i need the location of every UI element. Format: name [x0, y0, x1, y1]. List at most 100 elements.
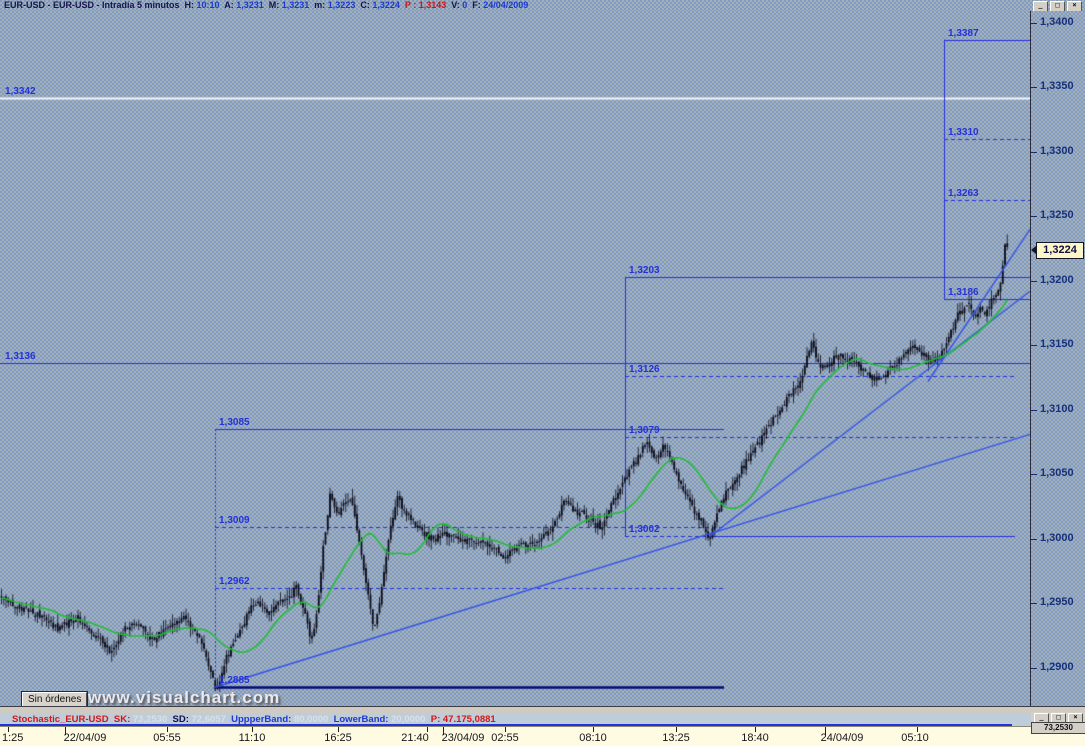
title-segment: A:	[219, 0, 237, 10]
price-level-label: 1,2885	[219, 675, 250, 687]
y-axis-tick	[1031, 409, 1037, 411]
price-level-label: 1,3342	[5, 85, 36, 97]
price-level-label: 1,3079	[629, 424, 660, 436]
y-axis-label: 1,3100	[1040, 402, 1074, 415]
y-axis-label: 1,2950	[1040, 596, 1074, 609]
x-axis-label: 05:55	[153, 732, 181, 744]
title-segment: 1,3143	[418, 0, 447, 10]
stochastic-segment: P:	[425, 714, 443, 725]
price-level-label: 1,3203	[629, 265, 660, 276]
y-axis-tick	[1031, 603, 1037, 605]
y-axis-tick	[1031, 538, 1037, 540]
x-axis-tick	[593, 727, 594, 732]
x-axis-label: 18:40	[741, 732, 769, 744]
x-axis-label: 05:10	[901, 732, 929, 744]
x-axis-label: 11:10	[238, 732, 266, 744]
stochastic-indicator-bar[interactable]: Stochastic_EUR-USD SK: 73,2530 SD: 72,60…	[0, 713, 1085, 726]
stochastic-segment: SD:	[167, 714, 192, 725]
y-axis-label: 1,3050	[1040, 467, 1074, 480]
stochastic-segment: 80,0000	[293, 714, 329, 725]
x-axis-label: 1:25	[2, 732, 24, 744]
stochastic-readout: Stochastic_EUR-USD SK: 73,2530 SD: 72,60…	[12, 714, 496, 725]
title-segment: 1,3231	[281, 0, 310, 10]
x-axis-label: 02:55	[491, 732, 519, 744]
y-axis-tick	[1031, 345, 1037, 347]
y-axis-tick	[1031, 667, 1037, 669]
stochastic-segment: 20,0000	[391, 714, 426, 725]
price-chart-pane[interactable]: Sin órdenes www.visualchart.com 1,3387 1,…	[0, 11, 1030, 706]
x-axis-tick	[8, 727, 9, 732]
price-level-label: 1,3126	[629, 364, 660, 376]
x-axis-tick	[917, 727, 918, 732]
x-axis-label: 22/04/09	[63, 732, 107, 744]
last-price-tag: 1,3224	[1036, 241, 1084, 259]
x-axis-tick	[167, 727, 168, 732]
stochastic-segment: UppperBand:	[225, 714, 294, 725]
title-segment: 10:10	[196, 0, 220, 10]
stochastic-segment: 73,2530	[132, 714, 168, 725]
title-segment: M:	[263, 0, 282, 10]
time-axis[interactable]: 1:25 22/04/09 05:55 11:10 16:25 21:40 23/04/09…	[0, 726, 1085, 746]
visualchart-watermark: www.visualchart.com	[88, 688, 281, 706]
y-axis-tick	[1031, 151, 1037, 153]
no-orders-button[interactable]: Sin órdenes	[20, 691, 89, 706]
x-axis-tick	[443, 727, 444, 735]
y-axis-tick	[1031, 474, 1037, 476]
title-segment: H:	[184, 0, 197, 10]
y-axis-label: 1,3000	[1040, 531, 1074, 544]
stochastic-underline	[0, 724, 1012, 726]
title-bar: EUR-USD - EUR-USD - Intradía 5 minutos H…	[0, 0, 1085, 12]
y-axis-label: 1,3250	[1040, 209, 1074, 222]
y-axis-label: 1,3150	[1040, 338, 1074, 351]
y-axis-label: 1,3400	[1040, 15, 1074, 28]
y-axis-label: 1,3200	[1040, 273, 1074, 286]
title-segment: 1,3223	[327, 0, 356, 10]
price-level-label: 1,3186	[948, 286, 979, 298]
x-axis-tick	[65, 727, 66, 735]
price-level-label: 1,2962	[219, 575, 250, 587]
price-level-label: 1,3387	[948, 27, 979, 39]
x-axis-tick	[755, 727, 756, 732]
x-axis-label: 16:25	[324, 732, 352, 744]
y-axis-tick	[1031, 87, 1037, 89]
stochastic-segment: 72,6057	[191, 714, 226, 725]
last-price-arrow-icon	[1031, 245, 1036, 254]
y-axis-tick	[1031, 22, 1037, 24]
price-level-label: 1,3263	[948, 187, 979, 199]
title-segment: 24/04/2009	[483, 0, 529, 10]
y-axis-label: 1,3300	[1040, 144, 1074, 157]
x-axis-tick	[338, 727, 339, 732]
price-level-label: 1,3136	[5, 351, 36, 363]
x-axis-tick	[252, 727, 253, 732]
price-chart-canvas[interactable]	[0, 11, 1030, 706]
stochastic-segment: Stochastic_EUR-USD SK:	[12, 714, 133, 725]
title-segment: EUR-USD - EUR-USD - Intradía 5 minutos	[4, 0, 185, 10]
price-level-label: 1,3009	[219, 515, 250, 527]
stochastic-segment: LowerBand:	[328, 714, 392, 725]
x-axis-tick	[427, 727, 428, 732]
x-axis-tick	[676, 727, 677, 732]
y-axis-label: 1,3350	[1040, 80, 1074, 93]
x-axis-label: 13:25	[662, 732, 690, 744]
x-axis-label: 24/04/09	[820, 732, 864, 744]
y-axis-tick	[1031, 280, 1037, 282]
x-axis-tick	[825, 727, 826, 735]
price-axis[interactable]: 1,3224 1,3400 1,3350 1,3300 1,3250 1,3200 1,3…	[1030, 11, 1085, 706]
title-segment: C:	[355, 0, 373, 10]
title-segment: V:	[446, 0, 463, 10]
x-axis-label: 21:40	[401, 732, 429, 744]
x-axis-label: 23/04/09	[441, 732, 485, 744]
title-segment: F:	[467, 0, 484, 10]
x-axis-tick	[505, 727, 506, 732]
y-axis-label: 1,2900	[1040, 660, 1074, 673]
stochastic-value-tag: 73,2530	[1031, 722, 1085, 734]
price-level-label: 1,3310	[948, 126, 979, 138]
title-segment: 1,3224	[372, 0, 400, 10]
price-level-label: 1,3002	[629, 524, 660, 536]
title-segment: P :	[399, 0, 419, 10]
y-axis-tick	[1031, 216, 1037, 218]
stochastic-segment: 47.175,0881	[442, 714, 496, 725]
title-segment: 1,3231	[236, 0, 264, 10]
title-segment: m:	[309, 0, 328, 10]
